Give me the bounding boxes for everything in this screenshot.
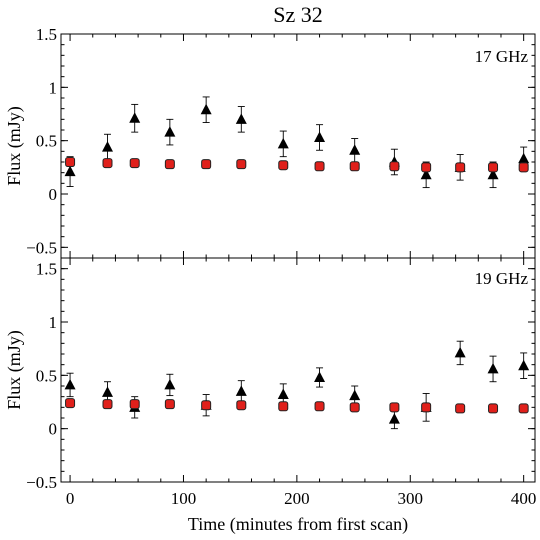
square-point	[518, 162, 529, 173]
data-marks	[64, 96, 530, 189]
triangle-point	[164, 126, 176, 137]
square-point	[129, 158, 140, 169]
triangle-point	[64, 165, 76, 177]
y-tick-label: 0	[49, 420, 58, 439]
square-point	[236, 400, 247, 411]
plot-frame	[60, 33, 536, 259]
x-tick-label: 100	[171, 489, 197, 508]
square-point	[236, 159, 247, 170]
triangle-point	[487, 168, 499, 180]
y-tick-label: 1	[49, 78, 58, 97]
plot-frame	[60, 257, 536, 483]
y-ticks: −0.5 0 0.5 1 1.5	[26, 260, 535, 492]
square-point	[201, 159, 212, 170]
triangle-point	[388, 413, 400, 424]
y-tick-label: 1	[49, 313, 58, 332]
square-point	[129, 399, 140, 410]
square-point	[488, 403, 499, 414]
x-tick-label: 200	[284, 489, 310, 508]
square-point	[421, 162, 432, 173]
y-tick-label: 0.5	[36, 132, 57, 151]
y-tick-label: 0	[49, 185, 58, 204]
x-tick-label: 300	[398, 489, 424, 508]
square-point	[102, 399, 113, 410]
triangle-point	[101, 386, 113, 397]
y-tick-label: 1.5	[36, 260, 57, 279]
x-tick-label: 400	[511, 489, 537, 508]
triangle-point	[314, 131, 326, 142]
square-point	[278, 401, 289, 412]
square-point	[278, 160, 289, 171]
triangle-point	[277, 137, 289, 149]
triangle-point	[349, 389, 361, 401]
triangle-point	[518, 359, 530, 371]
triangle-point	[420, 168, 432, 180]
square-point	[389, 161, 400, 172]
triangle-point	[518, 152, 530, 164]
y-tick-label: −0.5	[26, 473, 57, 492]
y-axis-label: Flux (mJy)	[4, 106, 25, 186]
panel-label: 17 GHz	[475, 47, 529, 66]
square-point	[164, 399, 175, 410]
triangle-point	[277, 388, 289, 400]
x-ticks	[69, 34, 525, 258]
triangle-point	[487, 362, 499, 374]
triangle-point	[200, 103, 212, 115]
triangle-point	[349, 144, 361, 155]
x-ticks	[69, 258, 525, 482]
x-axis-label: Time (minutes from first scan)	[188, 514, 408, 535]
triangle-point	[164, 378, 176, 390]
square-point	[65, 398, 76, 409]
square-point	[65, 157, 76, 167]
y-tick-label: 1.5	[36, 25, 57, 44]
x-tick-label: 0	[66, 489, 75, 508]
y-tick-label: 0.5	[36, 366, 57, 385]
triangle-point	[235, 113, 247, 124]
square-point	[314, 161, 325, 172]
panel-17ghz: 17 GHz Flux (mJy) −0.5 0 0.5 1 1.5	[4, 25, 536, 259]
y-ticks: −0.5 0 0.5 1 1.5	[26, 25, 535, 257]
y-tick-label: −0.5	[26, 238, 57, 257]
square-point	[455, 162, 466, 173]
square-point	[488, 162, 499, 173]
chart-title: Sz 32	[273, 2, 323, 27]
triangle-point	[454, 346, 466, 358]
square-point	[164, 159, 175, 170]
square-point	[518, 403, 529, 414]
square-point	[314, 401, 325, 412]
square-point	[349, 161, 360, 172]
triangle-point	[314, 371, 326, 382]
data-marks	[64, 340, 530, 430]
square-point	[102, 158, 113, 169]
triangle-point	[129, 112, 141, 123]
square-point	[349, 402, 360, 413]
triangle-point	[101, 141, 113, 152]
y-axis-label: Flux (mJy)	[4, 330, 25, 410]
square-point	[421, 402, 432, 413]
panel-label: 19 GHz	[475, 269, 529, 288]
triangle-point	[64, 378, 76, 390]
square-point	[455, 403, 466, 414]
square-point	[389, 402, 400, 413]
panel-19ghz: 19 GHz Flux (mJy) −0.5 0 0.5 1 1.5	[4, 257, 536, 492]
x-tick-labels: 0 100 200 300 400	[66, 489, 537, 508]
triangle-point	[235, 385, 247, 396]
square-point	[201, 400, 212, 411]
